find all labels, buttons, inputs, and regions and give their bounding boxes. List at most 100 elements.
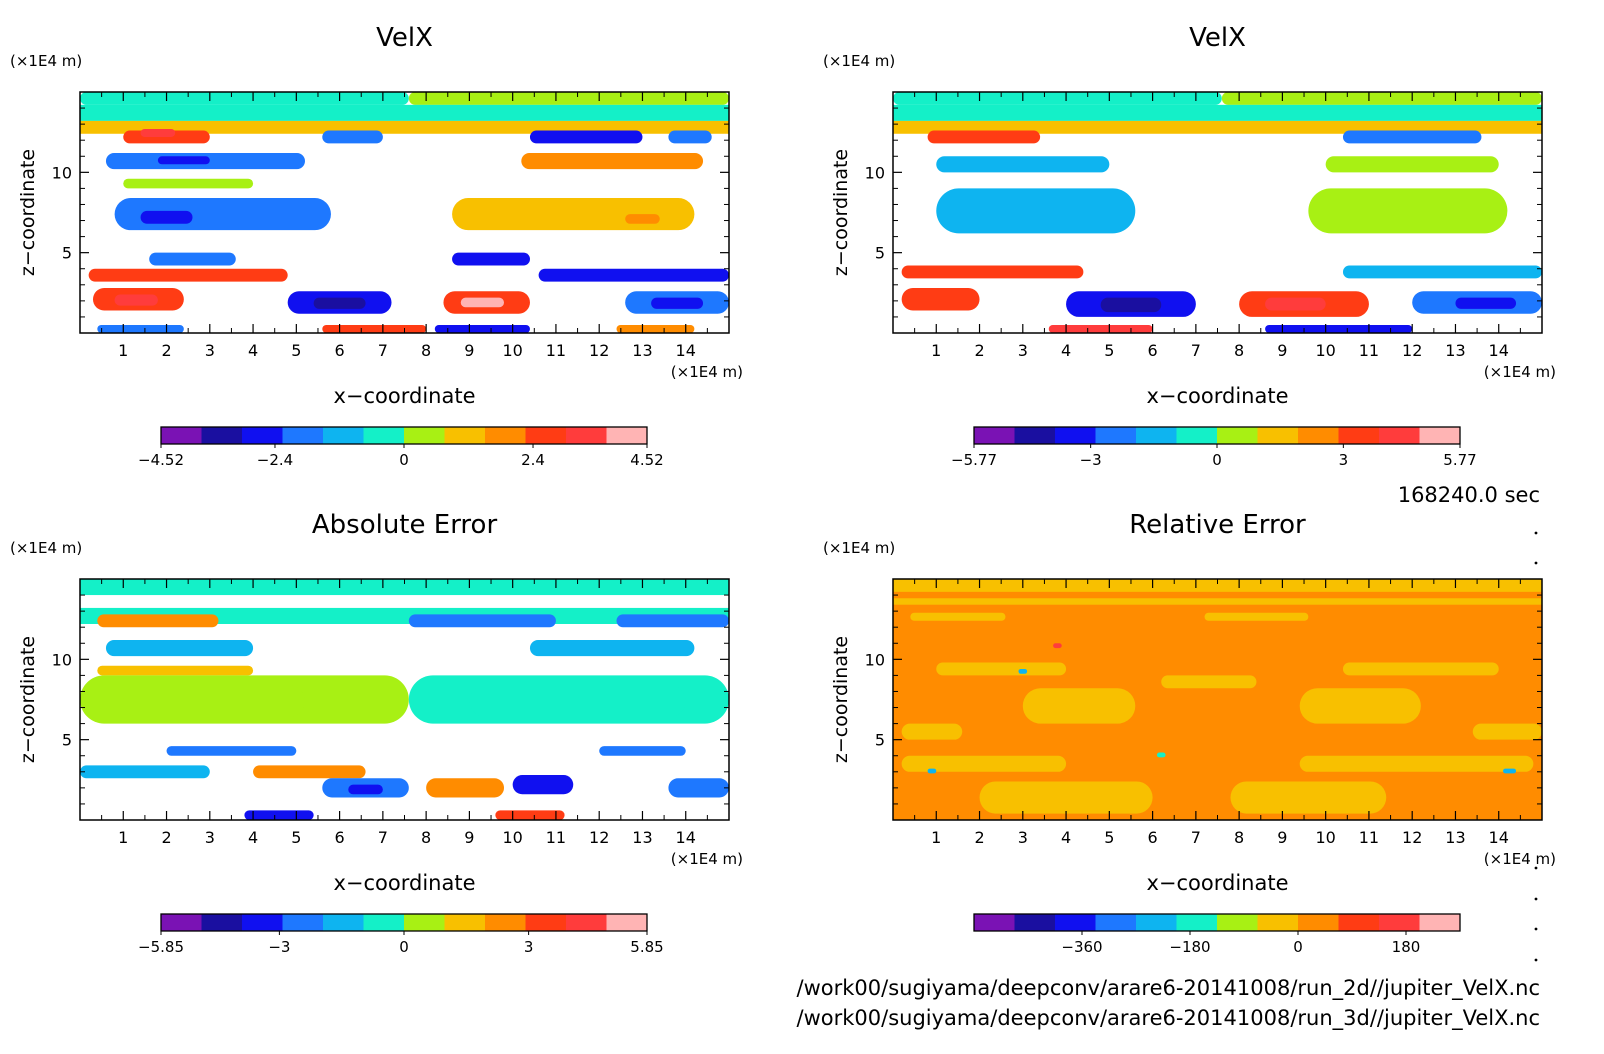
colorbar: −360 −180 0 180 — [973, 913, 1461, 956]
panel-3: Absolute Error(×1E4 m)(×1E4 m)1 2 3 4 5 6 7 8 9 1… — [10, 510, 743, 956]
contour-region — [1299, 688, 1421, 724]
contour-region — [1204, 612, 1309, 621]
contour-region — [910, 612, 1006, 621]
colorbar-swatch — [1338, 427, 1380, 444]
contour-region — [1230, 781, 1387, 814]
colorbar-swatch — [1136, 427, 1177, 444]
contour-region — [80, 104, 729, 121]
contour-region — [1053, 643, 1062, 649]
colorbar-tick-label: 3 — [524, 938, 534, 956]
contour-region — [452, 198, 695, 231]
colorbar-swatch — [161, 914, 202, 931]
colorbar-tick-label: −180 — [1169, 938, 1210, 956]
x-tick-label: 12 — [589, 828, 609, 847]
colorbar-swatch — [161, 427, 202, 444]
colorbar-swatch — [1014, 914, 1056, 931]
contour-region — [80, 607, 729, 624]
y-axis-label: z−coordinate — [830, 636, 852, 763]
contour-region — [893, 92, 1222, 105]
panel-title: Relative Error — [1129, 510, 1306, 540]
contour-region — [140, 210, 193, 224]
colorbar-swatch — [1379, 914, 1420, 931]
panel-title: Absolute Error — [312, 510, 498, 540]
colorbar-swatch — [606, 427, 648, 444]
x-tick-label: 4 — [248, 341, 258, 360]
x-tick-label: 3 — [1018, 341, 1028, 360]
contour-region — [1265, 324, 1413, 333]
colorbar-swatch — [242, 914, 283, 931]
field-layer — [893, 92, 1542, 333]
colorbar-swatch — [1055, 914, 1096, 931]
y-tick-label: 5 — [875, 731, 885, 750]
contour-region — [668, 130, 712, 144]
colorbar-swatch — [404, 427, 445, 444]
contour-region — [1503, 768, 1517, 774]
contour-region — [80, 765, 210, 779]
y-axis-label: z−coordinate — [17, 149, 39, 276]
x-unit-label: (×1E4 m) — [671, 363, 743, 381]
x-tick-label: 3 — [205, 341, 215, 360]
contour-region — [1308, 188, 1508, 234]
y-tick-label: 5 — [875, 244, 885, 263]
x-tick-label: 1 — [118, 341, 128, 360]
contour-region — [253, 765, 366, 779]
contour-region — [88, 268, 288, 282]
colorbar: −4.52 −2.4 0 2.4 4.52 — [138, 426, 664, 469]
x-tick-label: 3 — [205, 828, 215, 847]
colorbar-swatch — [1095, 427, 1137, 444]
x-axis-label: x−coordinate — [333, 871, 475, 895]
panel-title: VelX — [1189, 23, 1246, 53]
margin-dot — [1534, 561, 1538, 565]
contour-region — [322, 130, 383, 144]
contour-region — [521, 153, 704, 170]
colorbar-swatch — [1379, 427, 1420, 444]
colorbar-swatch — [1176, 427, 1218, 444]
colorbar-swatch — [1419, 427, 1461, 444]
contour-region — [97, 665, 254, 676]
time-label: 168240.0 sec — [1398, 483, 1540, 507]
x-tick-label: 14 — [676, 828, 696, 847]
contour-region — [1221, 92, 1542, 105]
y-unit-label: (×1E4 m) — [823, 539, 895, 557]
contour-region — [80, 92, 409, 105]
x-tick-label: 5 — [1104, 828, 1114, 847]
x-tick-label: 11 — [546, 341, 566, 360]
y-axis-label: z−coordinate — [830, 149, 852, 276]
x-tick-label: 4 — [1061, 341, 1071, 360]
contour-region — [408, 614, 556, 628]
colorbar-swatch — [525, 914, 567, 931]
colorbar-tick-label: −3 — [1080, 451, 1102, 469]
x-unit-label: (×1E4 m) — [1484, 850, 1556, 868]
colorbar-swatch — [444, 427, 486, 444]
colorbar-swatch — [282, 427, 324, 444]
x-tick-label: 3 — [1018, 828, 1028, 847]
x-tick-label: 12 — [589, 341, 609, 360]
x-tick-label: 12 — [1402, 341, 1422, 360]
x-tick-label: 4 — [1061, 828, 1071, 847]
colorbar-swatch — [485, 914, 526, 931]
contour-region — [434, 324, 530, 333]
contour-region — [668, 778, 729, 798]
x-tick-label: 10 — [1315, 341, 1335, 360]
contour-region — [1299, 755, 1534, 772]
contour-region — [1048, 324, 1153, 333]
x-unit-label: (×1E4 m) — [1484, 363, 1556, 381]
x-tick-label: 10 — [502, 828, 522, 847]
contour-region — [348, 784, 383, 795]
contour-region — [1100, 297, 1162, 313]
x-tick-label: 13 — [1445, 341, 1465, 360]
x-tick-label: 8 — [1234, 341, 1244, 360]
contour-region — [97, 614, 219, 628]
contour-region — [651, 297, 704, 309]
contour-region — [166, 746, 297, 756]
contour-region — [469, 685, 686, 718]
colorbar-swatch — [1136, 914, 1177, 931]
colorbar-tick-label: 0 — [1293, 938, 1303, 956]
colorbar-tick-label: 2.4 — [521, 451, 545, 469]
x-tick-label: 2 — [161, 828, 171, 847]
colorbar: −5.77 −3 0 3 5.77 — [951, 426, 1477, 469]
colorbar-swatch — [566, 914, 607, 931]
x-tick-label: 9 — [1277, 341, 1287, 360]
contour-region — [893, 598, 1542, 605]
